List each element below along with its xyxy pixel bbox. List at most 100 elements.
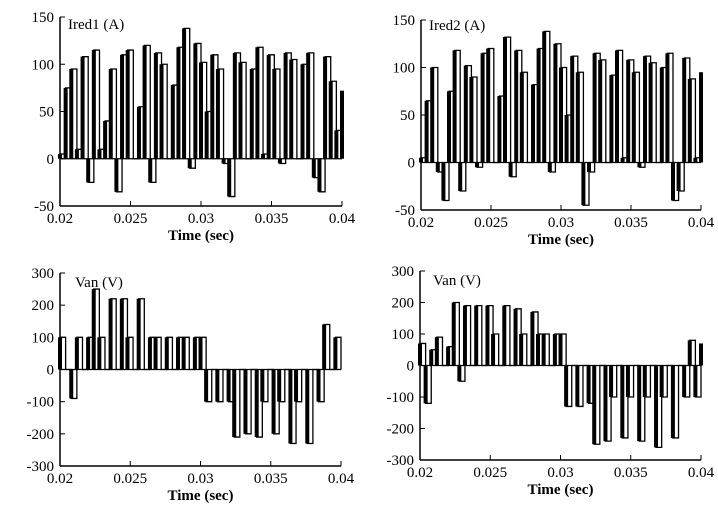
waveform-pulse (659, 365, 664, 397)
x-tick-label: 0.035 (614, 465, 648, 481)
waveform-pulse (176, 47, 181, 159)
waveform-pulse (452, 50, 457, 163)
waveform-pulse (598, 59, 603, 163)
waveform-pulse (215, 68, 220, 159)
waveform-pulse (642, 365, 647, 397)
waveform-pulse (536, 334, 541, 366)
x-tick-label: 0.03 (547, 465, 573, 481)
y-tick-label: 50 (39, 105, 54, 121)
waveform-pulse (434, 337, 439, 366)
waveform-pulse (58, 154, 62, 159)
waveform-line (60, 27, 343, 198)
waveform-pulse (74, 149, 79, 159)
chart-panel-2: 150 100 50 0 -500.02 0.025 0.03 0.035 0.04 Time (… (393, 13, 715, 248)
waveform-pulse (575, 72, 580, 163)
waveform-pulse (587, 162, 591, 172)
y-tick-label: -200 (387, 422, 415, 438)
waveform-line (420, 301, 702, 449)
waveform-pulse (419, 157, 423, 163)
x-tick-label: 0.02 (408, 215, 434, 231)
y-tick-label: -300 (27, 459, 55, 475)
x-tick-label: 0.04 (688, 465, 715, 481)
x-tick-label: 0.025 (474, 215, 508, 231)
y-tick-label: 150 (32, 10, 55, 26)
waveform-pulse (558, 334, 563, 366)
x-tick-label: 0.04 (688, 215, 715, 231)
panel-title: Ired1 (A) (68, 17, 124, 33)
waveform-series (58, 27, 344, 198)
waveform-pulse (559, 67, 563, 163)
waveform-pulse (648, 62, 653, 163)
waveform-pulse (541, 334, 546, 366)
y-tick-label: 0 (47, 363, 55, 379)
waveform-pulse (204, 111, 209, 159)
waveform-pulse (676, 162, 681, 191)
waveform-pulse (503, 37, 507, 163)
y-tick-label: 0 (408, 156, 416, 172)
y-tick-label: -200 (27, 427, 55, 443)
x-tick-label: 0.02 (407, 465, 433, 481)
x-axis-title: Time (sec) (168, 228, 234, 244)
x-tick-label: 0.02 (47, 471, 73, 487)
waveform-pulse (289, 59, 294, 159)
waveform-pulse (255, 47, 260, 159)
y-tick-label: 300 (392, 264, 415, 280)
waveform-pulse (97, 337, 102, 370)
waveform-pulse (153, 337, 158, 370)
y-tick-label: -50 (34, 199, 54, 215)
x-tick-label: 0.035 (254, 471, 288, 487)
x-tick-label: 0.025 (473, 465, 507, 481)
waveform-pulse (272, 68, 277, 159)
x-tick-label: 0.025 (113, 471, 147, 487)
waveform-pulse (125, 337, 130, 370)
x-tick-label: 0.035 (255, 211, 289, 227)
y-tick-label: 150 (393, 13, 416, 29)
waveform-pulse (334, 130, 339, 159)
waveform-pulse (260, 369, 265, 402)
x-tick-label: 0.03 (548, 215, 574, 231)
x-tick-label: 0.03 (188, 211, 214, 227)
waveform-pulse (486, 48, 491, 163)
x-tick-label: 0.035 (614, 215, 648, 231)
waveform-pulse (564, 115, 569, 163)
y-tick-label: -300 (387, 453, 415, 469)
waveform-pulse (125, 50, 130, 159)
waveform-pulse (58, 337, 62, 370)
x-tick-label: 0.025 (114, 211, 148, 227)
chart-panel-1: 150 100 50 0 -500.02 0.025 0.03 0.035 0.04 Time (… (32, 10, 356, 244)
waveform-pulse (182, 28, 187, 159)
y-tick-label: -100 (27, 395, 55, 411)
panel-title: Van (V) (433, 273, 481, 289)
waveform-pulse (687, 78, 692, 163)
waveform-line (421, 30, 702, 206)
waveform-pulse (620, 157, 625, 163)
waveform-pulse (159, 64, 164, 159)
y-tick-label: 200 (392, 296, 415, 312)
waveform-pulse (199, 62, 203, 159)
x-tick-label: 0.04 (329, 211, 356, 227)
waveform-pulse (609, 365, 614, 397)
panel-title: Van (V) (75, 275, 123, 291)
x-axis-title: Time (sec) (168, 488, 234, 504)
waveform-pulse (317, 158, 322, 192)
x-tick-label: 0.03 (187, 471, 213, 487)
waveform-pulse (491, 334, 496, 366)
y-tick-label: -100 (387, 390, 415, 406)
waveform-pulse (536, 48, 541, 163)
waveform-pulse (198, 337, 203, 370)
waveform-pulse (519, 72, 524, 163)
waveform-pulse (238, 62, 243, 159)
x-axis-title: Time (sec) (528, 232, 594, 248)
y-tick-label: 200 (32, 298, 55, 314)
waveform-pulse (631, 72, 636, 163)
waveform-series (418, 301, 703, 449)
y-tick-label: 0 (47, 152, 55, 168)
waveform-pulse (542, 31, 547, 163)
y-tick-label: 300 (32, 266, 55, 282)
waveform-pulse (306, 52, 311, 159)
waveform-pulse (69, 68, 74, 159)
waveform-pulse (328, 81, 333, 159)
panel-title: Ired2 (A) (429, 18, 485, 34)
waveform-series (58, 288, 342, 445)
